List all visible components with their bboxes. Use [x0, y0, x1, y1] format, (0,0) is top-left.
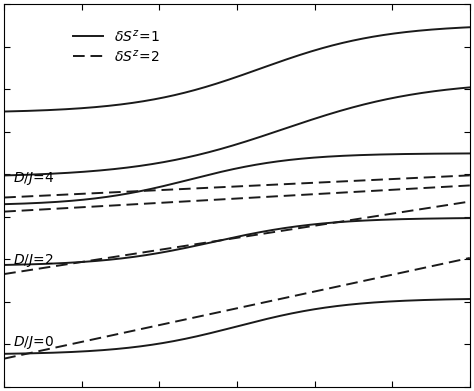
Legend: $\delta S^z\!=\!1$, $\delta S^z\!=\!2$: $\delta S^z\!=\!1$, $\delta S^z\!=\!2$	[67, 23, 165, 70]
Text: $D/J\!=\!4$: $D/J\!=\!4$	[13, 170, 55, 187]
Text: $D/J\!=\!2$: $D/J\!=\!2$	[13, 252, 55, 269]
Text: $D/J\!=\!0$: $D/J\!=\!0$	[13, 334, 55, 352]
